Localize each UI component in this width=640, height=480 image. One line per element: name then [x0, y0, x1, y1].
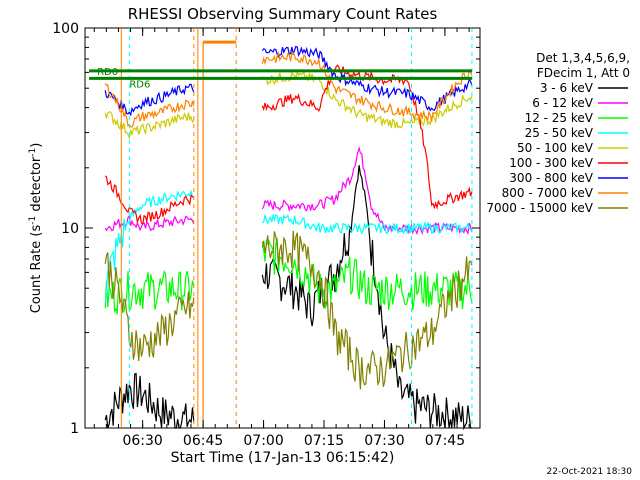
y-tick-label-0: 1 — [70, 421, 79, 437]
y-tick-label-2: 100 — [52, 21, 79, 37]
x-axis-label: Start Time (17-Jan-13 06:15:42) — [171, 450, 395, 466]
series-5 — [104, 64, 473, 225]
legend-label-1: 6 - 12 keV — [532, 96, 594, 110]
y-axis-label-part-0: Count Rate (s — [29, 225, 44, 314]
series-0 — [104, 165, 472, 431]
legend-label-7: 800 - 7000 keV — [502, 186, 594, 200]
legend-header-0: Det 1,3,4,5,6,9, — [536, 51, 630, 65]
series-line-1-0 — [104, 214, 195, 232]
series-line-8-0 — [104, 252, 195, 362]
y-tick-label-1: 10 — [61, 221, 79, 237]
series-line-2-1 — [261, 237, 473, 311]
series-line-3-0 — [104, 189, 195, 304]
legend-label-3: 25 - 50 keV — [525, 126, 594, 140]
flag-label-rd6: RD6 — [129, 79, 150, 90]
x-tick-label-0: 06:30 — [122, 433, 162, 449]
series-line-0-0 — [104, 372, 195, 429]
series-line-5-1 — [261, 64, 473, 210]
x-tick-label-1: 06:45 — [183, 433, 223, 449]
legend-label-4: 50 - 100 keV — [517, 141, 594, 155]
series-line-4-0 — [104, 111, 195, 141]
series-1 — [104, 145, 473, 236]
y-axis-label-part-4: ) — [29, 143, 44, 148]
series-group — [104, 45, 473, 431]
legend-label-2: 12 - 25 keV — [525, 111, 594, 125]
legend-label-5: 100 - 300 keV — [509, 156, 593, 170]
series-line-1-1 — [261, 145, 473, 236]
footer-date: 22-Oct-2021 18:30 — [547, 467, 633, 477]
series-line-5-0 — [104, 175, 195, 225]
series-3 — [104, 189, 473, 304]
series-line-8-1 — [261, 230, 473, 390]
series-line-7-1 — [261, 50, 473, 122]
series-line-3-1 — [262, 214, 473, 236]
legend-header-1: FDecim 1, Att 0 — [537, 66, 630, 80]
series-line-2-0 — [104, 269, 195, 315]
series-line-6-1 — [261, 45, 473, 112]
y-axis-label-part-1: -1 — [28, 216, 38, 225]
series-7 — [104, 50, 473, 128]
legend-label-6: 300 - 800 keV — [509, 171, 593, 185]
x-tick-label-3: 07:15 — [304, 433, 344, 449]
series-line-0-1 — [261, 165, 472, 431]
series-line-6-0 — [104, 83, 195, 117]
legend-label-8: 7000 - 15000 keV — [486, 201, 593, 215]
x-tick-label-4: 07:30 — [364, 433, 404, 449]
y-axis-label: Count Rate (s-1 detector-1) — [28, 143, 44, 314]
series-4 — [104, 69, 473, 141]
series-2 — [104, 237, 473, 315]
x-tick-label-2: 07:00 — [243, 433, 283, 449]
legend-label-0: 3 - 6 keV — [540, 81, 594, 95]
series-line-7-0 — [104, 82, 195, 128]
series-6 — [104, 45, 473, 117]
series-8 — [104, 230, 473, 390]
flag-label-rd0: RD0 — [97, 67, 118, 78]
y-axis-label-part-2: detector — [29, 156, 44, 216]
chart-title: RHESSI Observing Summary Count Rates — [128, 5, 438, 23]
x-tick-label-5: 07:45 — [425, 433, 465, 449]
y-axis-label-part-3: -1 — [28, 148, 38, 157]
